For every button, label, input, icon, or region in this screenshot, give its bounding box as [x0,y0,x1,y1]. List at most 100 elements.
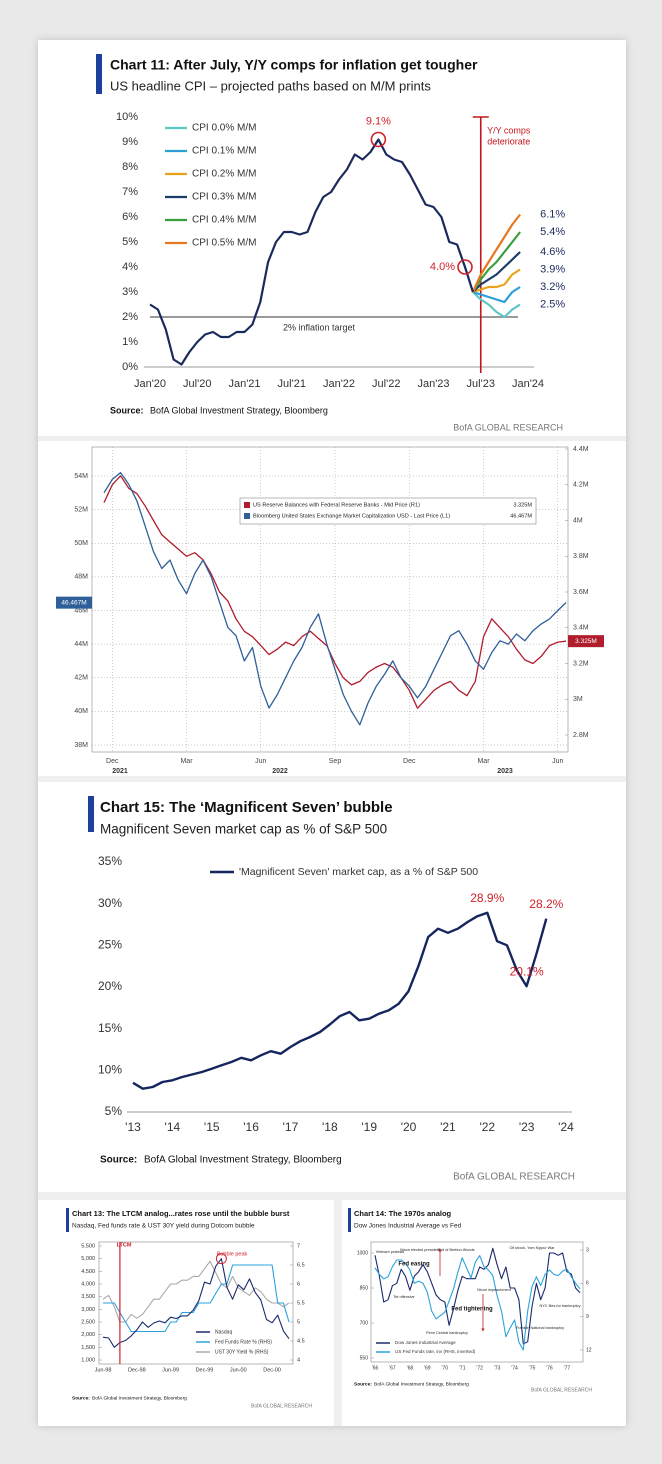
x-tick-label: '66 [372,1365,379,1371]
x-tick-label: Mar [180,758,193,765]
x-tick-label: Dec-99 [196,1367,214,1373]
annotation: Nixon impeachment [477,1288,511,1292]
source: BofA Global Investment Strategy, Bloombe… [150,405,328,415]
x-tick-label: '76 [546,1365,553,1371]
title: Chart 14: The 1970s analog [354,1209,452,1218]
legend-box [239,497,537,525]
x-tick-label: Dec [403,758,416,765]
x-tick-label: '20 [401,1120,417,1134]
y2-tick-label: 7 [297,1243,300,1249]
series-line [472,291,521,319]
legend-label: US Fed Funds rate, inv (RHS, inverted) [395,1349,476,1354]
y2-tick-label: 3.4M [573,625,589,632]
series-line [472,286,521,304]
y-tick-label: 4,500 [81,1269,95,1275]
y2-tick-label: 3M [573,696,583,703]
y2-tick-label: 6.5 [297,1262,305,1268]
highlight-circle [457,259,473,275]
y2-tick-label: 12 [586,1347,592,1353]
value-label: 28.2% [529,897,563,911]
x-tick-label: '23 [519,1120,535,1134]
x-tick-label: Jan'22 [323,378,355,390]
source: BofA Global Investment Strategy, Bloombe… [374,1381,469,1387]
y-tick-label: 4% [122,261,138,273]
y-tick-label: 44M [74,641,88,648]
x-tick-label: Jun-98 [95,1367,112,1373]
annotation: LTCM [117,1242,132,1248]
annotation: Vietnam protests [376,1250,405,1254]
x-tick-label: '73 [494,1365,501,1371]
x-tick-label: Jul'20 [183,378,211,390]
source: BofA Global Investment Strategy, Bloombe… [92,1395,187,1401]
x-tick-label: '14 [165,1120,181,1134]
legend-label: UST 30Y Yield % (RHS) [215,1349,269,1355]
value-label: 3.9% [540,263,565,275]
y-tick-label: 5,000 [81,1256,95,1262]
annotation: Tet offensive [393,1295,414,1299]
series-line [471,231,521,293]
y-tick-label: 4,000 [81,1281,95,1287]
series-line [103,471,567,726]
value-label: 2.5% [540,298,565,310]
legend-label: CPI 0.0% M/M [192,123,256,134]
x-tick-label: '18 [322,1120,338,1134]
x-tick-label: Jan'21 [228,378,260,390]
series-line [472,268,521,294]
y-tick-label: 35% [98,854,122,868]
x-tick-label: Mar [477,758,490,765]
y-tick-label: 5,500 [81,1243,95,1249]
annotation: Franklin National bankruptcy [516,1326,564,1330]
y-tick-label: 50M [74,540,88,547]
y-tick-label: 0% [122,361,138,373]
y2-tick-label: 3.2M [573,660,589,667]
charts: Chart 11: After July, Y/Y comps for infl… [56,57,604,1409]
y-tick-label: 700 [360,1320,369,1326]
y-tick-label: 2,500 [81,1319,95,1325]
source-label: Source: [72,1395,90,1401]
y-tick-label: 5% [105,1104,123,1118]
series-line [374,1255,581,1351]
x-tick-label: Jul'22 [372,378,400,390]
series-line [103,1264,290,1333]
legend-value: 46.467M [510,513,532,519]
series-line [132,911,548,1090]
y-tick-label: 3% [122,286,138,298]
annotation: Oil shock, Yom Kippur War [509,1246,555,1250]
legend-label: CPI 0.4% M/M [192,215,256,226]
legend-label: CPI 0.2% M/M [192,169,256,180]
title-bar [348,1208,351,1232]
value-label: 4.6% [540,246,565,258]
y-tick-label: 8% [122,161,138,173]
y2-tick-label: 3 [586,1247,589,1253]
annotation: Nixon elected president [400,1248,441,1252]
x-tick-label: '71 [459,1365,466,1371]
source: BofA Global Investment Strategy, Bloombe… [144,1155,342,1166]
y2-tick-label: 4.4M [573,446,589,453]
x-tick-label: Jun [552,758,563,765]
y-tick-label: 1,000 [81,1357,95,1363]
event-label: Y/Y comps [487,125,531,135]
x-tick-label: Jun-00 [230,1367,247,1373]
x-tick-label: '69 [424,1365,431,1371]
y2-tick-label: 4 [297,1357,300,1363]
y-tick-label: 20% [98,979,122,993]
y-tick-label: 48M [74,574,88,581]
y-tick-label: 6% [122,211,138,223]
annotation: Penn Central bankruptcy [426,1331,468,1335]
source-label: Source: [110,405,144,415]
value-tag [56,596,92,609]
value-label: 20.1% [510,964,544,978]
legend-label: CPI 0.3% M/M [192,192,256,203]
series-line [374,1247,581,1345]
value-label: 28.9% [470,891,504,905]
event-label: deteriorate [487,136,530,146]
y-tick-label: 38M [74,742,88,749]
x-tick-label: Sep [329,758,342,765]
value-tag-label: 3.325M [575,638,597,645]
subtitle: Nasdaq, Fed funds rate & UST 30Y yield d… [72,1223,255,1230]
x-tick-label: '77 [564,1365,571,1371]
x-tick-label: '19 [361,1120,377,1134]
legend-label: Fed Funds Rate % (RHS) [215,1339,272,1345]
y2-tick-label: 6 [586,1281,589,1287]
y-tick-label: 54M [74,473,88,480]
